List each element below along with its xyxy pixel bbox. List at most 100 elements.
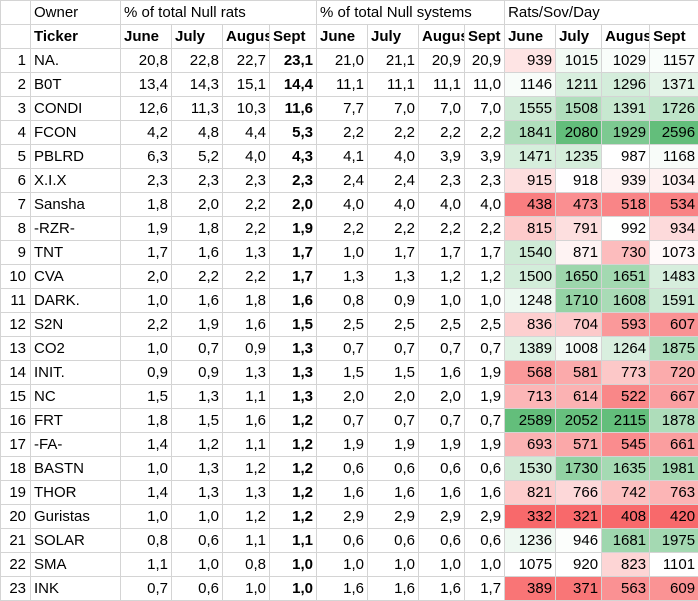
rats-cell[interactable]: 1,2: [270, 433, 317, 457]
ticker-cell[interactable]: NC: [31, 385, 121, 409]
rats-cell[interactable]: 5,2: [172, 145, 223, 169]
row-number[interactable]: 13: [1, 337, 31, 361]
rats-cell[interactable]: 2,3: [121, 169, 172, 193]
row-number[interactable]: 14: [1, 361, 31, 385]
rsd-cell[interactable]: 2080: [556, 121, 602, 145]
rats-month-header[interactable]: June: [121, 25, 172, 49]
row-number[interactable]: 10: [1, 265, 31, 289]
rsd-month-header[interactable]: Sept: [650, 25, 698, 49]
systems-cell[interactable]: 0,7: [317, 337, 368, 361]
rsd-cell[interactable]: 1841: [505, 121, 556, 145]
rats-cell[interactable]: 1,3: [223, 361, 270, 385]
rsd-cell[interactable]: 568: [505, 361, 556, 385]
rsd-cell[interactable]: 2115: [602, 409, 650, 433]
rats-cell[interactable]: 1,9: [270, 217, 317, 241]
systems-cell[interactable]: 4,0: [465, 193, 505, 217]
rsd-cell[interactable]: 1500: [505, 265, 556, 289]
rats-cell[interactable]: 2,3: [270, 169, 317, 193]
rsd-cell[interactable]: 438: [505, 193, 556, 217]
ticker-cell[interactable]: X.I.X: [31, 169, 121, 193]
rats-cell[interactable]: 23,1: [270, 49, 317, 73]
row-number[interactable]: 6: [1, 169, 31, 193]
rats-cell[interactable]: 4,8: [172, 121, 223, 145]
ticker-cell[interactable]: CVA: [31, 265, 121, 289]
systems-cell[interactable]: 1,0: [419, 553, 465, 577]
rats-cell[interactable]: 11,3: [172, 97, 223, 121]
systems-cell[interactable]: 2,2: [419, 217, 465, 241]
ticker-cell[interactable]: -RZR-: [31, 217, 121, 241]
rats-cell[interactable]: 1,9: [121, 217, 172, 241]
rats-cell[interactable]: 1,1: [223, 385, 270, 409]
rsd-cell[interactable]: 1264: [602, 337, 650, 361]
ticker-cell[interactable]: FCON: [31, 121, 121, 145]
systems-month-header[interactable]: Sept: [465, 25, 505, 49]
rsd-cell[interactable]: 2589: [505, 409, 556, 433]
rsd-cell[interactable]: 1101: [650, 553, 698, 577]
systems-cell[interactable]: 1,0: [465, 553, 505, 577]
systems-cell[interactable]: 2,2: [368, 217, 419, 241]
rsd-cell[interactable]: 661: [650, 433, 698, 457]
ticker-cell[interactable]: FRT: [31, 409, 121, 433]
systems-cell[interactable]: 3,9: [419, 145, 465, 169]
systems-cell[interactable]: 0,7: [419, 409, 465, 433]
rsd-cell[interactable]: 939: [505, 49, 556, 73]
ticker-cell[interactable]: SMA: [31, 553, 121, 577]
rsd-cell[interactable]: 815: [505, 217, 556, 241]
rats-cell[interactable]: 5,3: [270, 121, 317, 145]
row-number[interactable]: 3: [1, 97, 31, 121]
systems-month-header[interactable]: July: [368, 25, 419, 49]
systems-cell[interactable]: 0,6: [317, 529, 368, 553]
systems-cell[interactable]: 1,9: [419, 433, 465, 457]
rsd-cell[interactable]: 1008: [556, 337, 602, 361]
systems-cell[interactable]: 1,9: [368, 433, 419, 457]
row-number[interactable]: 7: [1, 193, 31, 217]
systems-cell[interactable]: 2,3: [465, 169, 505, 193]
rsd-cell[interactable]: 332: [505, 505, 556, 529]
systems-cell[interactable]: 7,0: [368, 97, 419, 121]
ticker-cell[interactable]: TNT: [31, 241, 121, 265]
systems-cell[interactable]: 2,5: [419, 313, 465, 337]
systems-cell[interactable]: 1,0: [465, 289, 505, 313]
systems-cell[interactable]: 11,1: [317, 73, 368, 97]
systems-cell[interactable]: 2,2: [317, 121, 368, 145]
systems-cell[interactable]: 1,7: [465, 241, 505, 265]
row-number[interactable]: 5: [1, 145, 31, 169]
systems-cell[interactable]: 0,7: [368, 409, 419, 433]
systems-cell[interactable]: 1,2: [465, 265, 505, 289]
rats-cell[interactable]: 0,8: [121, 529, 172, 553]
rsd-group-header[interactable]: Rats/Sov/Day: [505, 1, 698, 25]
rsd-cell[interactable]: 934: [650, 217, 698, 241]
systems-cell[interactable]: 2,3: [419, 169, 465, 193]
rsd-cell[interactable]: 939: [602, 169, 650, 193]
rats-cell[interactable]: 4,0: [223, 145, 270, 169]
rsd-cell[interactable]: 766: [556, 481, 602, 505]
rats-cell[interactable]: 1,3: [172, 457, 223, 481]
systems-group-header[interactable]: % of total Null systems: [317, 1, 505, 25]
rsd-cell[interactable]: 791: [556, 217, 602, 241]
systems-cell[interactable]: 2,2: [317, 217, 368, 241]
rsd-month-header[interactable]: August: [602, 25, 650, 49]
rats-cell[interactable]: 1,1: [223, 529, 270, 553]
rsd-cell[interactable]: 593: [602, 313, 650, 337]
rsd-cell[interactable]: 1635: [602, 457, 650, 481]
row-number[interactable]: 17: [1, 433, 31, 457]
rsd-cell[interactable]: 1029: [602, 49, 650, 73]
systems-cell[interactable]: 1,6: [368, 481, 419, 505]
systems-cell[interactable]: 20,9: [419, 49, 465, 73]
systems-cell[interactable]: 4,0: [317, 193, 368, 217]
rats-cell[interactable]: 6,3: [121, 145, 172, 169]
rats-cell[interactable]: 1,1: [223, 433, 270, 457]
rats-cell[interactable]: 2,2: [172, 265, 223, 289]
rsd-cell[interactable]: 720: [650, 361, 698, 385]
rats-cell[interactable]: 2,3: [223, 169, 270, 193]
systems-cell[interactable]: 2,4: [317, 169, 368, 193]
rsd-cell[interactable]: 1540: [505, 241, 556, 265]
ticker-cell[interactable]: Sansha: [31, 193, 121, 217]
ticker-cell[interactable]: NA.: [31, 49, 121, 73]
rsd-cell[interactable]: 987: [602, 145, 650, 169]
row-number[interactable]: 12: [1, 313, 31, 337]
rats-cell[interactable]: 22,7: [223, 49, 270, 73]
systems-cell[interactable]: 0,7: [419, 337, 465, 361]
systems-cell[interactable]: 1,6: [419, 481, 465, 505]
rats-cell[interactable]: 1,2: [270, 505, 317, 529]
